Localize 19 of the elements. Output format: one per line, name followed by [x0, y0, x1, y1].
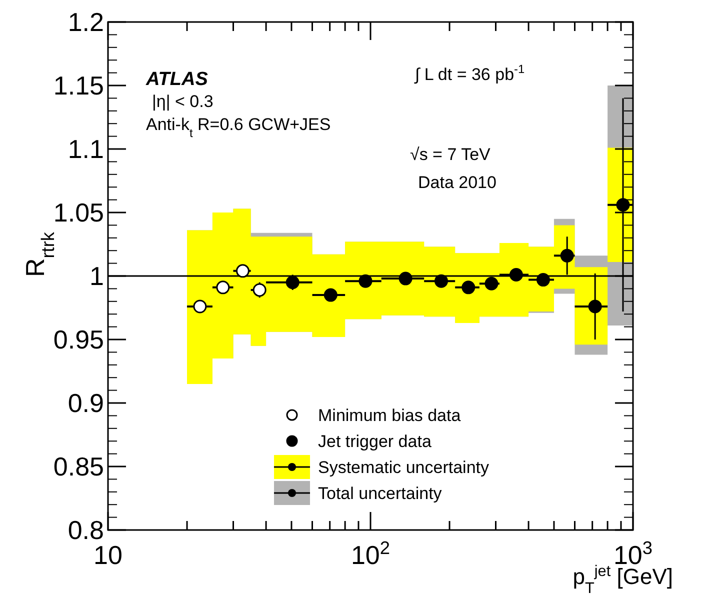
y-tick-label: 0.9: [68, 388, 104, 418]
annotation: Data 2010: [418, 173, 496, 192]
legend-label: Minimum bias data: [318, 406, 462, 425]
legend-label: Systematic uncertainty: [318, 458, 490, 477]
annotation: ∫ L dt = 36 pb$^{-1}$: [414, 62, 525, 84]
y-tick-label: 1.1: [68, 134, 104, 164]
annotation: Anti-k$_{t}$ R=0.6 GCW+JES: [146, 115, 331, 140]
y-tick-label: 0.95: [53, 324, 104, 354]
annotation: |η| < 0.3: [152, 92, 214, 111]
annotation: √s = 7 TeV: [410, 145, 492, 164]
y-tick-label: 1: [90, 261, 104, 291]
annotation: ATLAS: [145, 69, 208, 90]
legend-label: Jet trigger data: [318, 432, 432, 451]
y-tick-label: 0.85: [53, 452, 104, 482]
y-tick-label: 1.15: [53, 70, 104, 100]
legend-label: Total uncertainty: [318, 484, 442, 503]
y-tick-label: 1.05: [53, 198, 104, 228]
y-tick-label: 1.2: [68, 7, 104, 37]
x-tick-label: 10$^{2}$: [350, 538, 390, 570]
